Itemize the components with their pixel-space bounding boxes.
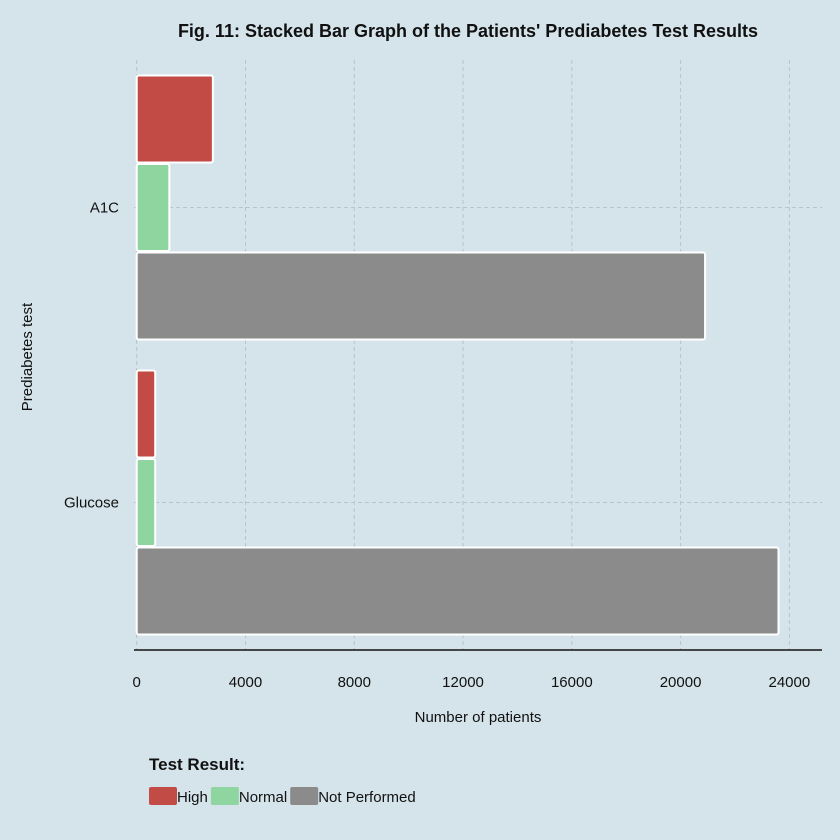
chart-title: Fig. 11: Stacked Bar Graph of the Patien… xyxy=(178,21,758,41)
x-axis-title: Number of patients xyxy=(415,709,542,726)
y-axis-title: Prediabetes test xyxy=(19,302,36,411)
bar-high-glucose xyxy=(135,369,157,459)
x-tick-label: 12000 xyxy=(442,674,484,691)
x-axis-ticks: 0 4000 8000 12000 16000 20000 24000 xyxy=(133,674,811,691)
x-tick-label: 16000 xyxy=(551,674,593,691)
y-category-label: A1C xyxy=(90,200,119,217)
bar-high-a1c xyxy=(135,74,214,164)
bar-not-performed-glucose xyxy=(135,546,780,636)
legend-label: High xyxy=(177,789,208,806)
x-tick-label: 0 xyxy=(133,674,141,691)
bars xyxy=(135,74,780,636)
bar-normal-glucose xyxy=(135,458,157,547)
y-axis-categories: A1C Glucose xyxy=(64,200,119,512)
x-tick-label: 24000 xyxy=(769,674,811,691)
legend: High Normal Not Performed xyxy=(149,787,416,806)
y-category-label: Glucose xyxy=(64,495,119,512)
legend-swatch xyxy=(149,787,177,805)
legend-label: Not Performed xyxy=(318,789,416,806)
legend-label: Normal xyxy=(239,789,287,806)
bar-normal-a1c xyxy=(135,163,171,252)
legend-swatch xyxy=(290,787,319,805)
legend-swatch xyxy=(210,787,239,805)
legend-title: Test Result: xyxy=(149,755,245,774)
x-tick-label: 20000 xyxy=(660,674,702,691)
x-tick-label: 4000 xyxy=(229,674,262,691)
x-tick-label: 8000 xyxy=(338,674,371,691)
grid xyxy=(134,60,822,650)
bar-not-performed-a1c xyxy=(135,251,707,341)
